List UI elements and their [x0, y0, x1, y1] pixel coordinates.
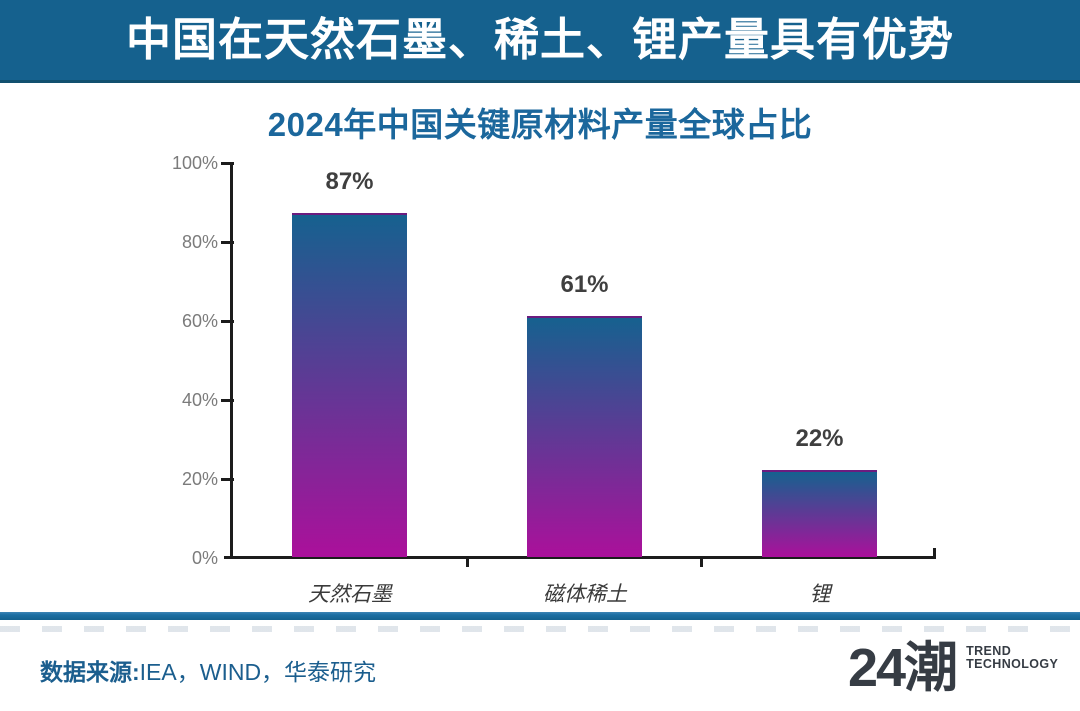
logo-tagline-line2: TECHNOLOGY [966, 657, 1059, 671]
bar [292, 213, 407, 557]
bar-value-label: 22% [795, 425, 844, 452]
watermark-row [0, 626, 1080, 632]
logo-tagline: TREND TECHNOLOGY [966, 645, 1058, 671]
y-axis-tick [221, 162, 234, 165]
x-axis-tick [466, 559, 469, 567]
x-axis-line [224, 556, 936, 559]
y-axis-tick-label: 60% [181, 311, 218, 331]
y-axis-tick-label: 40% [181, 390, 218, 410]
y-axis-tick-label: 80% [181, 232, 218, 252]
x-axis-tick [700, 559, 703, 567]
banner-title: 中国在天然石墨、稀土、锂产量具有优势 [125, 14, 954, 65]
y-axis-tick [221, 478, 234, 481]
bar [762, 470, 877, 557]
x-axis-category-label: 锂 [809, 582, 831, 606]
data-source: 数据来源:IEA，WIND，华泰研究 [40, 658, 376, 686]
x-axis-category-label: 天然石墨 [308, 582, 392, 606]
x-axis-category-label: 磁体稀土 [543, 582, 627, 606]
logo-wordmark: 24潮 [848, 638, 958, 698]
bar-value-label: 61% [560, 271, 609, 298]
y-axis-tick-label: 0% [191, 548, 218, 568]
data-source-label: 数据来源: [40, 659, 140, 685]
y-axis-tick-label: 20% [181, 469, 218, 489]
data-source-text: IEA，WIND，华泰研究 [139, 659, 377, 685]
x-axis-end-tick [933, 548, 936, 557]
chart-title: 2024年中国关键原材料产量全球占比 [267, 106, 813, 143]
bar-value-label: 87% [325, 168, 374, 195]
logo-tagline-line1: TREND [966, 644, 1012, 658]
y-axis-tick [221, 399, 234, 402]
y-axis-tick [221, 320, 234, 323]
y-axis-line [230, 162, 233, 559]
y-axis-tick-label: 100% [171, 153, 218, 173]
bar [527, 316, 642, 557]
footer-divider [0, 612, 1080, 620]
header-banner: 中国在天然石墨、稀土、锂产量具有优势 [0, 0, 1080, 83]
logo: 24潮 TREND TECHNOLOGY [848, 636, 1058, 706]
y-axis-tick [221, 241, 234, 244]
